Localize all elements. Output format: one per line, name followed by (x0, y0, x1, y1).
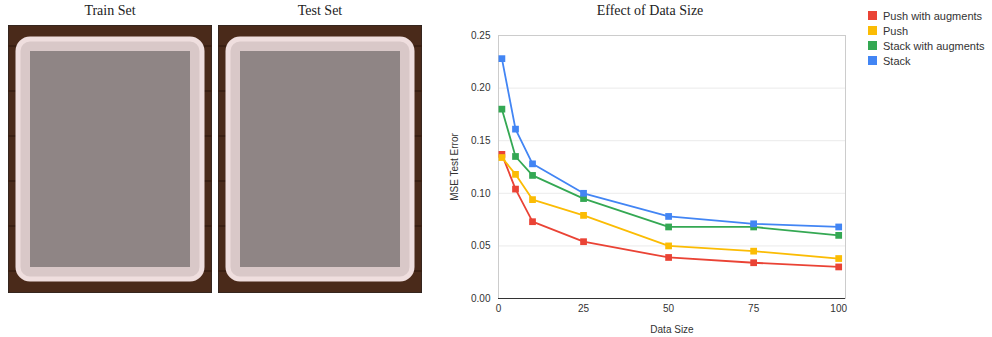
svg-text:25: 25 (578, 303, 590, 314)
svg-text:MSE Test Error: MSE Test Error (449, 133, 460, 201)
svg-text:75: 75 (748, 303, 760, 314)
svg-text:100: 100 (830, 303, 847, 314)
html-text:Test Set: Test Set (297, 3, 343, 18)
svg-text:Data Size: Data Size (650, 324, 694, 335)
html-text:Push with augments: Push with augments (883, 9, 983, 22)
html-text:Effect of Data Size: Effect of Data Size (596, 3, 704, 18)
svg-text:0.25: 0.25 (471, 30, 491, 41)
svg-text:0.10: 0.10 (471, 188, 491, 199)
svg-text:0.20: 0.20 (471, 82, 491, 93)
svg-text:50: 50 (663, 303, 675, 314)
svg-text:0: 0 (496, 303, 502, 314)
html-text:Stack with augments: Stack with augments (883, 39, 985, 52)
html-text:Push: Push (883, 24, 909, 37)
html-text:Stack: Stack (883, 54, 911, 67)
svg-text:0.00: 0.00 (471, 293, 491, 304)
svg-text:0.05: 0.05 (471, 240, 491, 251)
svg-text:0.15: 0.15 (471, 135, 491, 146)
html-text:Train Set: Train Set (84, 3, 136, 18)
